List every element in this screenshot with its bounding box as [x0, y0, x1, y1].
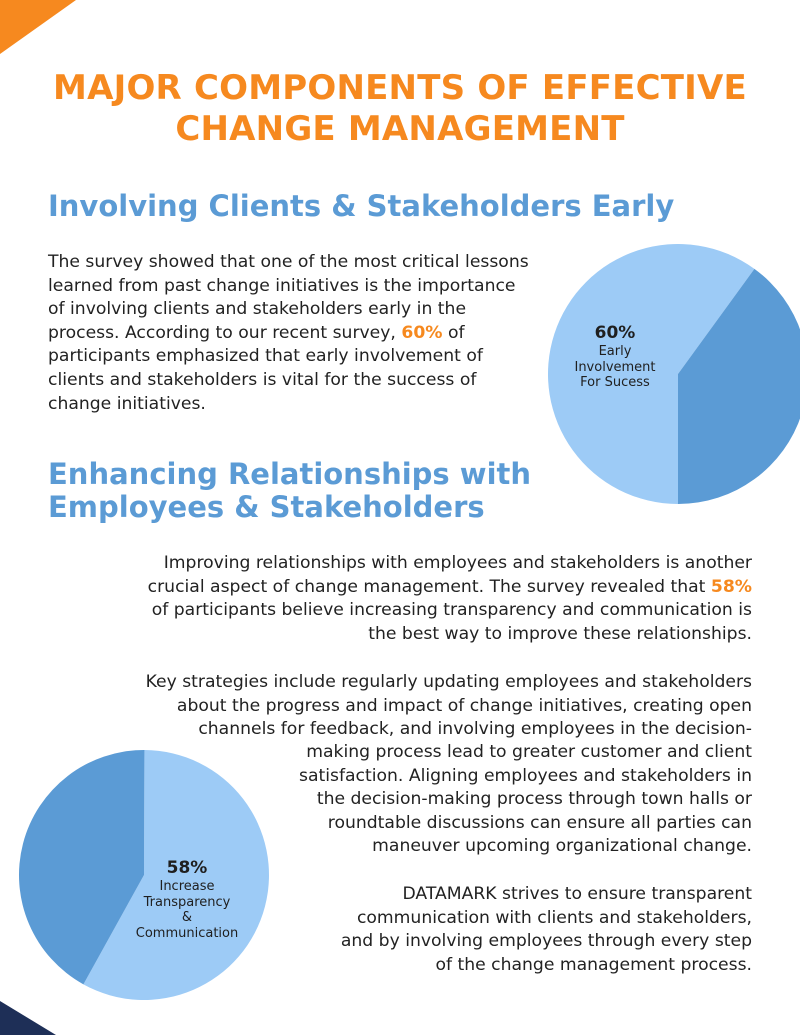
para-line: satisfaction. Aligning employees and sta… [298, 765, 752, 786]
pie-slice-early-involvement [547, 244, 755, 504]
para-line: and by involving employees through every… [340, 931, 752, 952]
section-heading-enhancing-line-2: Employees & Stakeholders [48, 490, 485, 524]
para-line: Improving relationships with employees a… [163, 553, 752, 573]
page-title-line-2: CHANGE MANAGEMENT [175, 109, 625, 149]
para-line-text: crucial aspect of change management. The… [147, 576, 711, 597]
para-line: channels for feedback, and involving emp… [198, 719, 752, 740]
paragraph-relationships: Improving relationships with employees a… [60, 552, 752, 646]
pie-desc-line: For Sucess [580, 375, 650, 390]
para-line: maneuver upcoming organizational change. [372, 836, 752, 857]
para-line: the best way to improve these relationsh… [368, 623, 752, 644]
pie-label-transparency: 58% Increase Transparency & Communicatio… [122, 857, 252, 941]
paragraph-key-strategies-bottom: making process lead to greater customer … [200, 741, 752, 859]
pie-desc-line: Early [598, 344, 632, 359]
para-line: Key strategies include regularly updatin… [145, 672, 752, 692]
corner-accent-top-left [0, 0, 76, 54]
section-heading-involving: Involving Clients & Stakeholders Early [48, 190, 674, 223]
pie-label-early-involvement: 60% Early Involvement For Sucess [556, 322, 674, 391]
para-line: communication with clients and stakehold… [356, 907, 752, 928]
para-line: The survey showed that one of the most c… [48, 252, 529, 272]
section-heading-enhancing: Enhancing Relationships with Employees &… [48, 458, 531, 524]
para-line: of involving clients and stakeholders ea… [48, 299, 467, 320]
page-title-line-1: MAJOR COMPONENTS OF EFFECTIVE [53, 68, 747, 108]
para-line: the decision-making process through town… [316, 789, 752, 810]
pie-percent-label: 60% [594, 323, 636, 343]
pie-desc-line: Transparency [143, 894, 231, 910]
para-line: participants emphasized that early invol… [48, 346, 483, 367]
para-line: roundtable discussions can ensure all pa… [327, 812, 752, 833]
paragraph-involving: The survey showed that one of the most c… [48, 251, 568, 416]
pie-desc-line: & [181, 910, 193, 925]
para-line: of participants believe increasing trans… [151, 600, 752, 621]
corner-accent-bottom-left [0, 1001, 56, 1035]
para-line: making process lead to greater customer … [306, 742, 752, 762]
para-line: about the progress and impact of change … [176, 695, 752, 716]
section-heading-enhancing-line-1: Enhancing Relationships with [48, 457, 532, 491]
pie-slice-remainder [678, 268, 800, 504]
pie-desc-line: Increase [159, 879, 215, 894]
pie-slice-transparency [83, 750, 269, 1000]
pie-desc-line: Involvement [574, 359, 656, 375]
para-line: of the change management process. [435, 954, 752, 975]
para-line: learned from past change initiatives is … [48, 275, 516, 296]
highlight-60-percent: 60% [401, 322, 443, 343]
pie-chart-transparency [18, 749, 269, 1000]
paragraph-key-strategies-top: Key strategies include regularly updatin… [60, 671, 752, 742]
pie-chart-early-involvement [547, 244, 800, 504]
para-line: crucial aspect of change management. The… [60, 576, 752, 600]
para-line: process. According to our recent survey, [48, 322, 402, 343]
page-title: MAJOR COMPONENTS OF EFFECTIVE CHANGE MAN… [0, 68, 800, 150]
para-line: DATAMARK strives to ensure transparent [402, 884, 752, 904]
highlight-58-percent: 58% [710, 576, 752, 597]
para-line: change initiatives. [48, 393, 206, 414]
para-line: clients and stakeholders is vital for th… [48, 369, 477, 390]
section-heading-involving-text: Involving Clients & Stakeholders Early [48, 189, 675, 223]
paragraph-datamark: DATAMARK strives to ensure transparent c… [260, 883, 752, 977]
pie-desc-line: Communication [135, 925, 239, 941]
para-line: of [442, 322, 465, 343]
pie-slice-remainder [18, 749, 145, 985]
pie-percent-label: 58% [166, 858, 208, 878]
